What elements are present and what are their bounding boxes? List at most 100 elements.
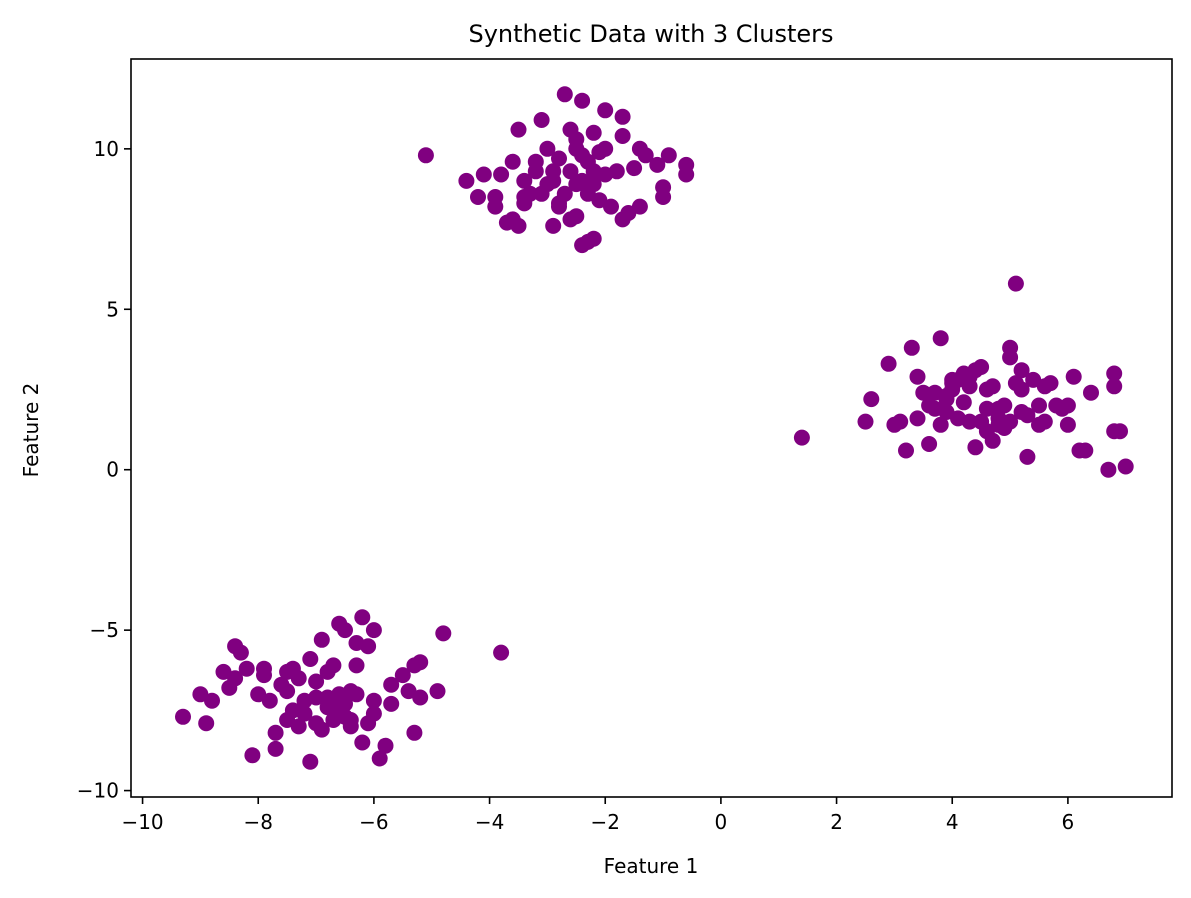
data-point [470, 189, 486, 205]
data-point [267, 740, 284, 757]
data-point [857, 413, 874, 430]
data-point [973, 359, 990, 375]
x-tick-label: 6 [1062, 810, 1075, 834]
data-point [302, 651, 319, 667]
data-point [1112, 423, 1128, 440]
data-point [909, 368, 926, 385]
data-point [551, 150, 567, 167]
data-point [678, 156, 695, 173]
data-point [574, 147, 591, 164]
data-point [331, 699, 348, 716]
data-point [406, 724, 423, 741]
data-point [921, 436, 938, 452]
y-tick-label: 5 [106, 297, 119, 321]
data-point [475, 166, 492, 183]
data-point [944, 375, 961, 392]
data-point [932, 330, 949, 347]
data-point [256, 660, 272, 677]
data-point [637, 147, 654, 164]
data-point [660, 147, 677, 164]
data-point [597, 140, 614, 157]
data-point [978, 400, 995, 417]
data-point [504, 211, 521, 228]
data-point [516, 189, 533, 205]
data-point [313, 721, 330, 738]
data-point [614, 108, 631, 125]
data-point [354, 734, 371, 751]
data-point [597, 102, 614, 119]
y-tick-label: 0 [106, 458, 119, 482]
data-point [568, 131, 585, 148]
data-point [204, 692, 220, 709]
data-point [527, 163, 544, 180]
data-point [903, 339, 920, 356]
data-point [296, 705, 313, 722]
data-point [1031, 397, 1047, 414]
data-point [892, 413, 909, 430]
data-point [365, 622, 382, 639]
data-point [302, 753, 319, 770]
x-tick-label: 2 [830, 810, 843, 834]
data-point [383, 695, 400, 712]
data-point [510, 121, 527, 138]
data-point [1106, 365, 1123, 382]
data-point [296, 692, 313, 709]
data-point [984, 378, 1001, 395]
data-point [631, 198, 648, 215]
x-tick-label: −10 [121, 810, 163, 834]
data-point [984, 432, 1001, 449]
data-point [354, 609, 371, 626]
data-point [1083, 384, 1099, 401]
data-point [1007, 275, 1024, 292]
x-tick-label: −8 [243, 810, 272, 834]
x-axis-label: Feature 1 [604, 854, 699, 878]
data-point [909, 410, 926, 427]
data-point [1036, 413, 1053, 430]
data-point [383, 676, 400, 693]
data-point [533, 112, 550, 128]
data-point [267, 724, 284, 741]
data-point [175, 708, 191, 725]
x-tick-label: −2 [590, 810, 619, 834]
data-point [1019, 448, 1036, 465]
data-point [412, 654, 429, 671]
data-point [545, 172, 562, 189]
data-point [608, 163, 625, 180]
data-point [585, 176, 602, 193]
data-point [232, 644, 249, 661]
data-point [279, 683, 296, 700]
chart-title: Synthetic Data with 3 Clusters [468, 20, 833, 48]
data-point [435, 625, 452, 642]
data-point [603, 198, 619, 215]
data-point [319, 689, 336, 706]
data-point [377, 737, 394, 754]
data-point [1013, 404, 1030, 420]
data-point [562, 163, 579, 180]
data-point [545, 217, 562, 234]
data-point [516, 172, 533, 189]
axes: −10 −8 −6 −4 −2 0 2 4 6 −10 −5 0 5 10 [77, 137, 1074, 834]
data-point [487, 189, 504, 205]
data-point [348, 657, 365, 674]
data-point [1013, 362, 1030, 379]
plot-frame [130, 58, 1173, 798]
data-point [1059, 397, 1076, 414]
data-point [1077, 442, 1094, 459]
plot-area [130, 58, 1173, 798]
data-point [556, 86, 573, 103]
data-point [342, 718, 359, 735]
data-point [1065, 368, 1082, 385]
data-point [365, 692, 382, 709]
data-point [880, 355, 897, 372]
data-point [551, 198, 567, 215]
data-point [655, 179, 672, 196]
data-point [562, 211, 579, 228]
data-point [649, 156, 666, 173]
data-point [990, 410, 1007, 427]
x-tick-label: −4 [475, 810, 504, 834]
data-point [1106, 378, 1123, 395]
data-point [337, 622, 353, 639]
data-point [493, 166, 510, 183]
data-point [793, 429, 810, 446]
